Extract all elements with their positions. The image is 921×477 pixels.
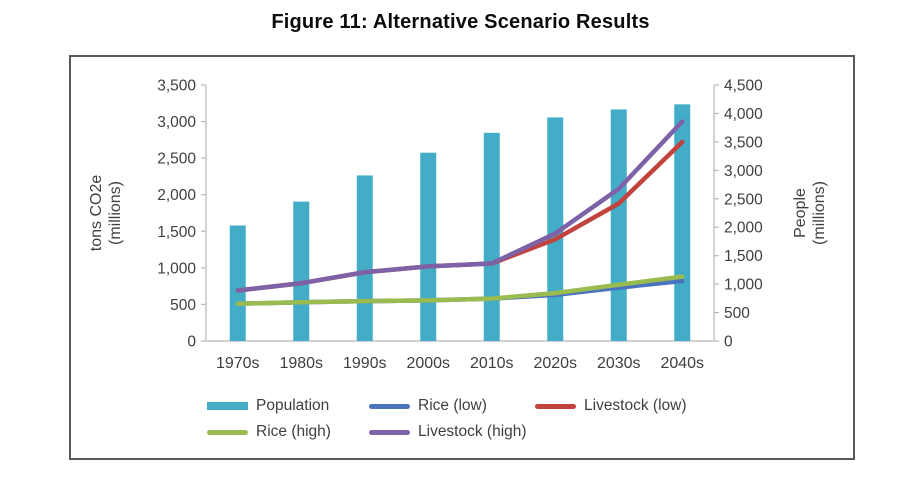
x-axis-label-1980s: 1980s <box>279 355 323 372</box>
chart-frame: 0 500 1,000 1,500 2,000 2,500 3,000 3,500 0 500 1,… <box>69 55 855 460</box>
x-axis-label-2030s: 2030s <box>597 355 641 372</box>
x-axis-label-2040s: 2040s <box>660 355 704 372</box>
x-axis-label-1990s: 1990s <box>343 355 387 372</box>
legend-line-swatch-icon <box>535 403 576 409</box>
population-bar-2030s <box>610 109 627 341</box>
legend-item-livestock-high: Livestock (high) <box>369 423 535 441</box>
legend-item-rice-high: Rice (high) <box>207 423 369 441</box>
x-axis-label-2000s: 2000s <box>406 355 450 372</box>
right-axis-tick-label: 2,500 <box>724 191 763 208</box>
population-bar-2020s <box>547 117 564 341</box>
x-axis-label-1970s: 1970s <box>216 355 260 372</box>
legend-label: Livestock (low) <box>584 397 687 414</box>
legend-row: Population Rice (low) Livestock (low) <box>207 393 687 419</box>
legend-line-swatch-icon <box>207 429 248 435</box>
legend-label: Livestock (high) <box>418 423 527 440</box>
left-axis-tick-label: 3,500 <box>157 78 196 95</box>
left-axis-title: tons CO2e (millions) <box>88 175 124 252</box>
figure-title: Figure 11: Alternative Scenario Results <box>271 11 650 33</box>
chart-plot: 0 500 1,000 1,500 2,000 2,500 3,000 3,500 0 500 1,… <box>88 78 828 373</box>
left-axis-tick-label: 500 <box>170 297 196 314</box>
line-livestock-high <box>235 119 685 293</box>
right-axis-tick-label: 1,000 <box>724 277 763 294</box>
legend-item-population: Population <box>207 397 369 415</box>
right-axis-title: People (millions) <box>792 181 828 245</box>
right-axis-tick-label: 2,000 <box>724 220 763 237</box>
legend-label: Rice (low) <box>418 397 487 414</box>
right-axis-tick-label: 3,000 <box>724 163 763 180</box>
x-axis-label-2020s: 2020s <box>533 355 577 372</box>
population-bar-1970s <box>229 225 246 341</box>
legend-label: Population <box>256 397 330 414</box>
legend-line-swatch-icon <box>369 429 410 435</box>
right-axis-tick-label: 0 <box>724 334 733 351</box>
legend-item-rice-low: Rice (low) <box>369 397 535 415</box>
left-axis-tick-label: 2,000 <box>157 187 196 204</box>
right-axis-tick-label: 1,500 <box>724 248 763 265</box>
chart-legend: Population Rice (low) Livestock (low) Rice … <box>207 393 687 445</box>
right-axis-tick-label: 3,500 <box>724 134 763 151</box>
legend-item-livestock-low: Livestock (low) <box>535 397 687 415</box>
legend-label: Rice (high) <box>256 423 331 440</box>
population-bar-1980s <box>293 201 310 341</box>
line-rice-high <box>235 274 685 306</box>
left-axis-tick-label: 0 <box>187 334 196 351</box>
right-axis-tick-label: 500 <box>724 305 750 322</box>
legend-line-swatch-icon <box>369 403 410 409</box>
legend-row: Rice (high) Livestock (high) <box>207 419 687 445</box>
left-axis-tick-label: 1,000 <box>157 260 196 277</box>
x-axis-label-2010s: 2010s <box>470 355 514 372</box>
population-bar-2000s <box>420 152 437 341</box>
population-bar-2010s <box>483 132 500 341</box>
left-axis-tick-label: 3,000 <box>157 114 196 131</box>
legend-bar-swatch-icon <box>207 402 248 410</box>
population-bar-1990s <box>356 175 373 341</box>
right-axis-tick-label: 4,000 <box>724 106 763 123</box>
left-axis-tick-label: 2,500 <box>157 151 196 168</box>
right-axis-tick-label: 4,500 <box>724 78 763 95</box>
left-axis-tick-label: 1,500 <box>157 224 196 241</box>
